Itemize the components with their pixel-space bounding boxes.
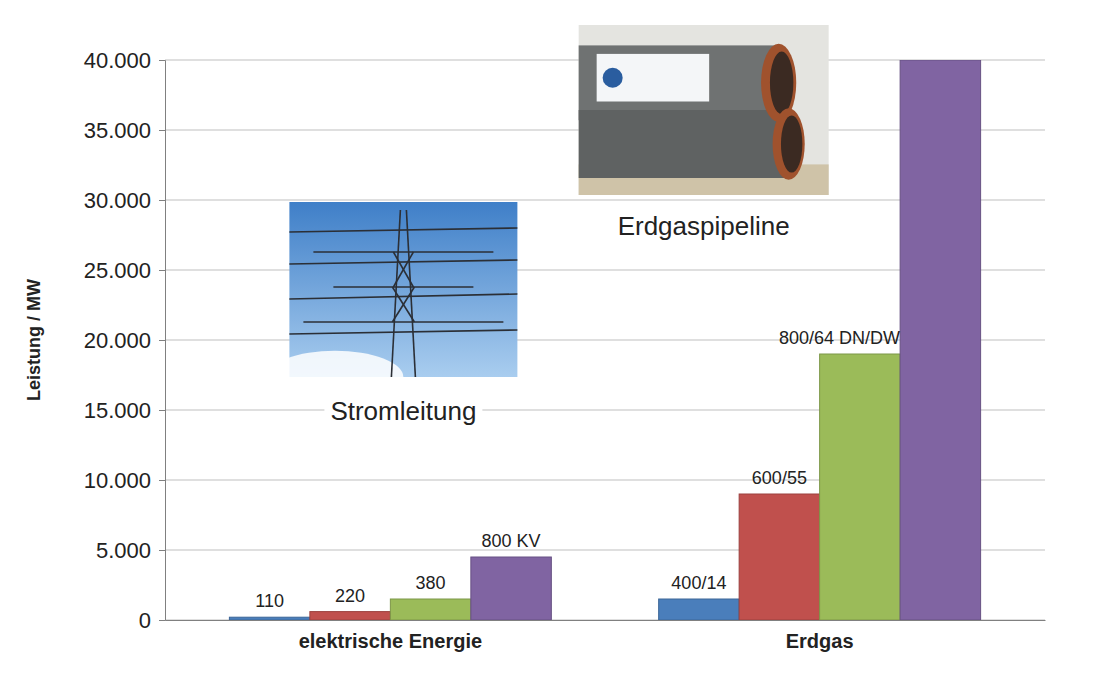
photo-line xyxy=(289,330,517,334)
y-tick-label: 20.000 xyxy=(84,328,151,353)
bar xyxy=(310,612,390,620)
photo-line xyxy=(289,260,517,264)
chart: 110 400/14 220 600/55 380 800/64 DN/DW 800 KV 0… xyxy=(0,0,1101,673)
photo-pipeline xyxy=(579,25,829,195)
x-tick-label: Erdgas xyxy=(786,630,854,652)
y-tick-label: 10.000 xyxy=(84,468,151,493)
grid xyxy=(165,60,1045,620)
y-tick: 10.000 xyxy=(84,468,165,493)
photo-line xyxy=(333,286,473,288)
y-tick: 15.000 xyxy=(84,398,165,423)
annotation: Erdgaspipeline xyxy=(618,211,790,241)
bar xyxy=(229,617,309,620)
photo-pipe-inner xyxy=(770,52,793,115)
bar xyxy=(390,599,470,620)
y-tick-mark xyxy=(159,620,165,621)
x-axis: elektrische Energie Erdgas xyxy=(166,620,1046,652)
x-tick-label: elektrische Energie xyxy=(299,630,482,652)
photo-sign xyxy=(597,54,710,102)
photo-line xyxy=(393,252,413,287)
y-tick-mark xyxy=(159,200,165,201)
y-tick-label: 5.000 xyxy=(96,538,151,563)
x-tick: elektrische Energie xyxy=(299,620,482,652)
y-tick: 30.000 xyxy=(84,188,165,213)
photo-power-line xyxy=(267,202,518,403)
photo-ground xyxy=(579,25,829,195)
photo-sky xyxy=(289,202,517,377)
bar xyxy=(659,599,739,620)
photo-logo xyxy=(603,68,623,88)
y-axis-line xyxy=(159,61,166,621)
y-tick-label: 25.000 xyxy=(84,258,151,283)
annotation-background xyxy=(612,209,796,243)
y-axis: 0 5.000 10.000 15.000 20.000 25.000 30.000 35.0… xyxy=(84,48,166,633)
photo-line xyxy=(303,321,503,323)
x-tick: Erdgas xyxy=(786,620,854,652)
y-tick-mark xyxy=(159,550,165,551)
bar-label: 800 KV xyxy=(482,531,541,551)
y-tick: 35.000 xyxy=(84,118,165,143)
y-tick-mark xyxy=(159,410,165,411)
y-tick-label: 40.000 xyxy=(84,48,151,73)
bar xyxy=(471,557,551,620)
bar-label: 600/55 xyxy=(752,468,807,488)
photo-line xyxy=(289,294,517,299)
y-tick-mark xyxy=(159,480,165,481)
y-tick: 20.000 xyxy=(84,328,165,353)
bar-label: 400/14 xyxy=(671,573,726,593)
y-tick-label: 35.000 xyxy=(84,118,151,143)
photo-line xyxy=(313,251,493,253)
bar xyxy=(820,354,900,620)
y-tick-mark xyxy=(159,340,165,341)
annotation-background xyxy=(324,394,482,428)
y-tick-mark xyxy=(159,270,165,271)
photo-line xyxy=(393,252,413,287)
y-tick-label: 0 xyxy=(139,608,151,633)
bar xyxy=(900,60,980,620)
x-axis-line xyxy=(166,620,1046,621)
bar-label: 110 xyxy=(255,591,284,611)
photo-pipe xyxy=(579,110,789,178)
y-tick-label: 30.000 xyxy=(84,188,151,213)
bar-labels: 110 400/14 220 600/55 380 800/64 DN/DW 800 KV xyxy=(255,328,900,611)
photo-pipe-end xyxy=(773,108,805,179)
bar-label: 800/64 DN/DW xyxy=(779,328,900,348)
bar-label: 380 xyxy=(416,573,446,593)
photo-line xyxy=(289,228,517,232)
y-tick: 0 xyxy=(139,608,165,633)
bar-label: 220 xyxy=(335,586,365,606)
photo-line xyxy=(392,287,414,322)
photo-pipe xyxy=(579,45,779,120)
plot: 110 400/14 220 600/55 380 800/64 DN/DW 800 KV 0… xyxy=(84,48,1046,653)
bar xyxy=(739,494,819,620)
y-tick-label: 15.000 xyxy=(84,398,151,423)
y-tick-mark xyxy=(159,60,165,61)
photo-line xyxy=(392,287,414,322)
bars xyxy=(229,60,980,620)
y-tick-mark xyxy=(159,130,165,131)
y-axis-title: Leistung / MW xyxy=(24,279,44,401)
y-tick: 40.000 xyxy=(84,48,165,73)
annotation: Stromleitung xyxy=(330,396,476,426)
photo-pipe-inner xyxy=(781,115,802,172)
y-tick: 25.000 xyxy=(84,258,165,283)
y-tick: 5.000 xyxy=(96,538,165,563)
